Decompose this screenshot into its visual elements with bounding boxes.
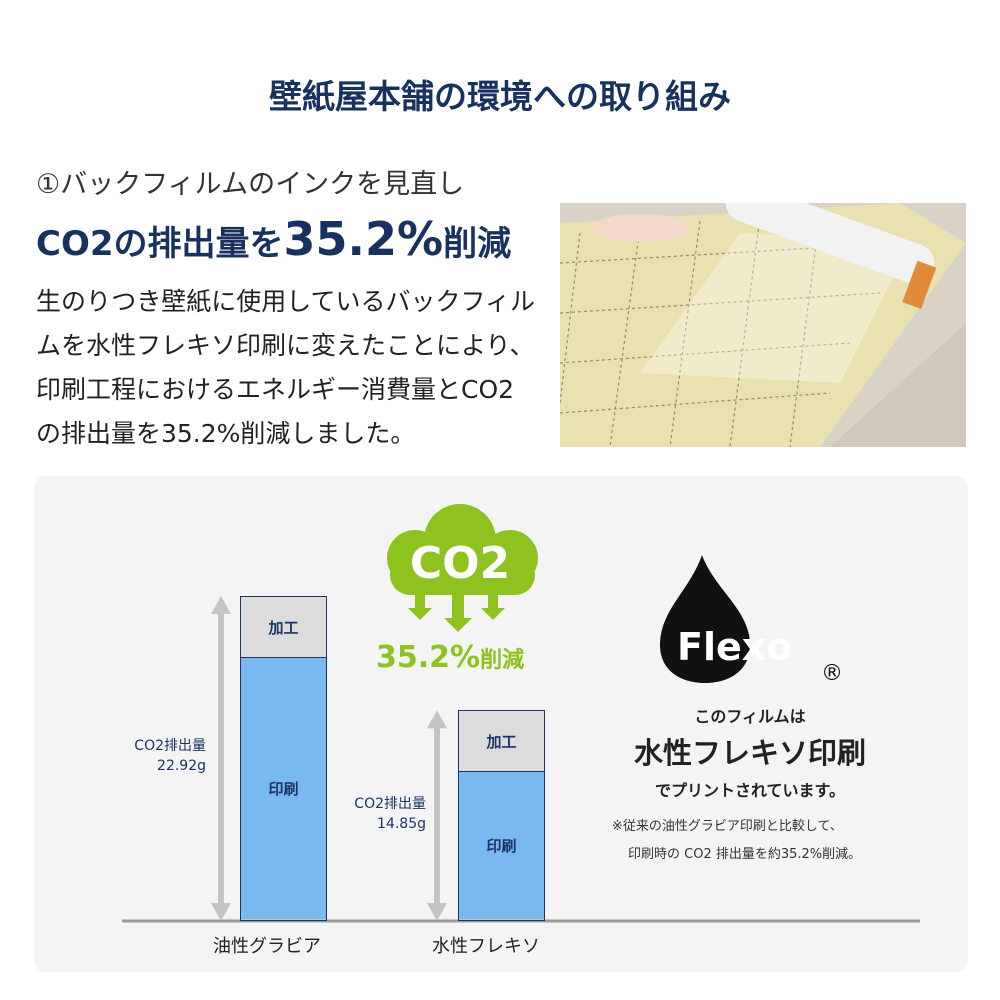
category-label-0: 油性グラビア (213, 936, 321, 957)
headline: CO2の排出量を35.2%削減 (36, 212, 511, 266)
reduction-value: 35.2% (376, 640, 481, 675)
reduction-suffix: 削減 (480, 648, 525, 673)
bar-segment-process: 加工 (241, 597, 326, 658)
total-label-text: CO2排出量 (134, 738, 206, 754)
cloud-co2-label: CO2 (410, 538, 510, 589)
bar-segment-print: 印刷 (459, 772, 544, 919)
co2-cloud-icon: CO2 (387, 504, 538, 632)
total-label-1: CO2排出量 14.85g (320, 794, 426, 834)
headline-prefix: CO2の排出量を (36, 224, 284, 264)
headline-pct: 35.2% (283, 212, 444, 266)
page-title: 壁紙屋本舗の環境への取り組み (269, 77, 731, 116)
flexo-logo: Flexo ® (660, 555, 843, 685)
registered-mark: ® (821, 661, 843, 685)
bar-segment-print: 印刷 (241, 658, 326, 919)
headline-suffix: 削減 (443, 224, 512, 264)
bar-segment-process: 加工 (459, 711, 544, 773)
flexo-line3: でプリントされています。 (655, 781, 845, 800)
flexo-note1: ※従来の油性グラビア印刷と比較して、 (612, 819, 843, 834)
stacked-bar-1: 加工 印刷 (458, 710, 545, 921)
body-text: 生のりつき壁紙に使用しているバックフィルムを水性フレキソ印刷に変えたことにより、… (36, 287, 536, 448)
total-arrow-1 (427, 710, 447, 921)
category-label-1: 水性フレキソ (432, 936, 540, 957)
reduction-label: 35.2%削減 (376, 640, 524, 675)
total-value: 14.85g (377, 816, 426, 832)
stacked-bar-0: 加工 印刷 (240, 596, 327, 921)
wallpaper-photo (560, 203, 966, 447)
flexo-line1: このフィルムは (694, 707, 806, 726)
flexo-logo-text: Flexo (677, 625, 792, 669)
flexo-note2: 印刷時の CO2 排出量を約35.2%削減。 (628, 847, 862, 862)
total-label-text: CO2排出量 (354, 796, 426, 812)
flexo-line2: 水性フレキソ印刷 (633, 736, 866, 770)
total-label-0: CO2排出量 22.92g (100, 736, 206, 776)
total-arrow-0 (211, 596, 231, 921)
section-subtitle: ①バックフィルムのインクを見直し (36, 169, 465, 200)
total-value: 22.92g (157, 758, 206, 774)
